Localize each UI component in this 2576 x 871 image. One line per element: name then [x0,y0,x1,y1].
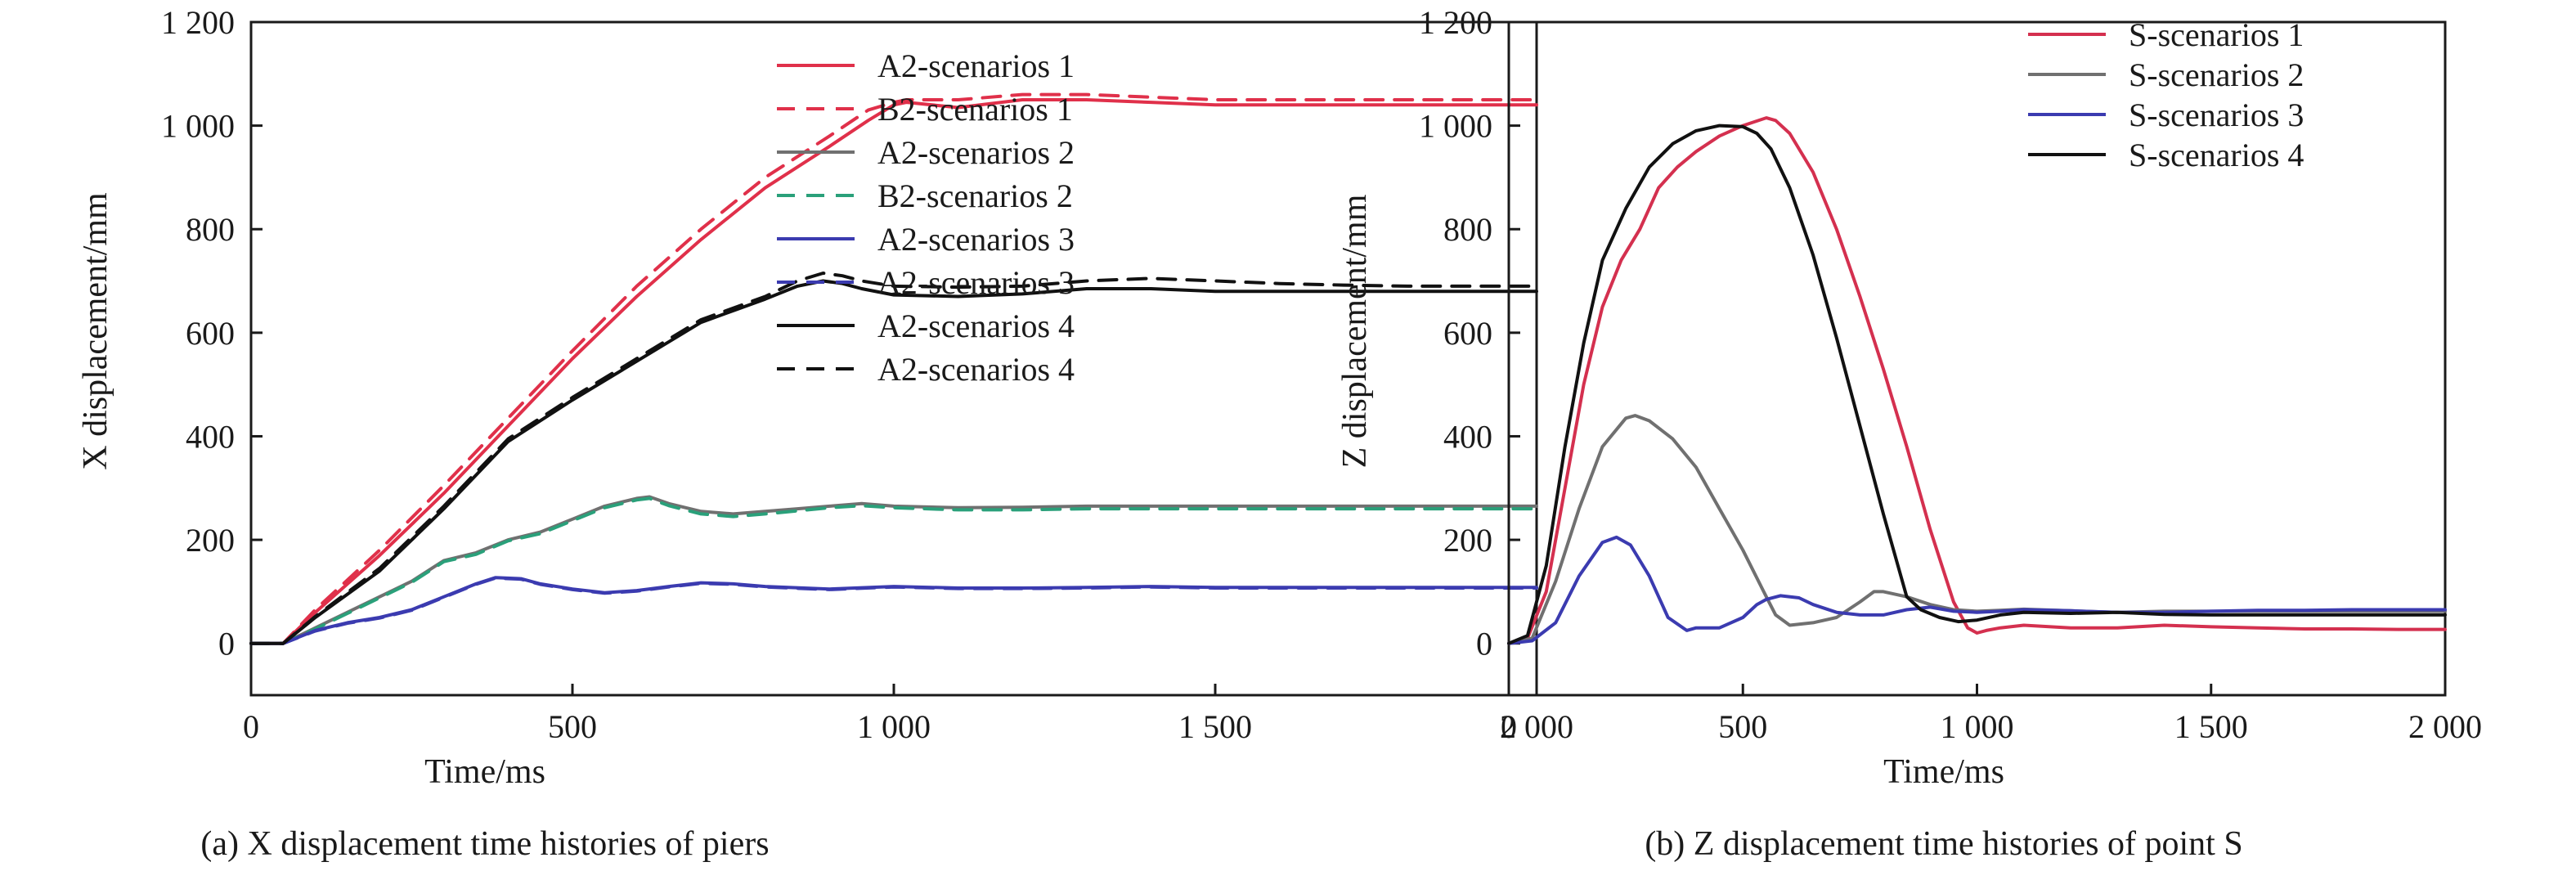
x-tick-label: 500 [548,708,597,745]
x-axis-title-b: Time/ms [1883,753,2004,791]
series-line-3 [249,495,1538,645]
series-layer-a [249,92,1538,645]
chart-x-displacement: X displacement/mm Time/ms (a) X displace… [77,4,1573,863]
y-tick-label: 200 [186,522,235,559]
y-tick-label: 400 [186,418,235,455]
series-line-1 [249,98,1538,645]
x-tick-label: 2 000 [1500,708,1573,745]
x-axis-title-a: Time/ms [424,753,545,791]
y-axis-title-a: X displacement/mm [77,192,114,470]
legend-label: A2-scenarios 3 [877,264,1075,301]
y-tick-label: 1 000 [161,108,235,145]
caption-a: (a) X displacement time histories of pie… [200,825,769,863]
y-tick-label: 800 [186,211,235,248]
x-tick-label: 1 000 [857,708,931,745]
legend-label: B2-scenarios 1 [877,91,1073,128]
y-tick-label: 1 200 [1419,4,1492,41]
x-tick-label: 500 [1718,708,1767,745]
y-tick-label: 400 [1443,418,1492,455]
legend-label: S-scenarios 4 [2129,137,2304,173]
y-tick-label: 800 [1443,211,1492,248]
legend-b: S-scenarios 1S-scenarios 2 S-scenarios 3 S… [2028,16,2304,173]
legend-a: A2-scenarios 1 B2-scenarios 1 A2-scenarios… [777,47,1075,388]
legend-label: A2-scenarios 3 [877,221,1075,258]
y-tick-label: 200 [1443,522,1492,559]
series-line-6 [249,576,1538,645]
chart-z-displacement: Z displacement/mm Time/ms (b) Z displace… [1336,4,2482,863]
legend-label: A2-scenarios 2 [877,134,1075,171]
legend-label: S-scenarios 2 [2129,56,2304,93]
legend-label: S-scenarios 1 [2129,16,2304,53]
series-line-2 [249,92,1538,645]
series-line-8 [249,272,1538,645]
y-axis-title-b: Z displacement/mm [1336,194,1374,468]
legend-label: A2-scenarios 4 [877,351,1075,388]
series-line-3 [1507,535,2447,645]
series-line-1 [1507,116,2447,645]
x-tick-label: 1 500 [2174,708,2248,745]
legend-label: S-scenarios 3 [2129,97,2304,133]
x-tick-label: 1 500 [1178,708,1252,745]
series-layer-b [1507,116,2447,645]
y-tick-label: 600 [186,315,235,352]
y-tick-label: 600 [1443,315,1492,352]
y-tick-label: 1 000 [1419,108,1492,145]
x-tick-label: 0 [243,708,259,745]
y-tick-label: 0 [1476,626,1492,662]
series-line-4 [249,496,1538,645]
x-tick-label: 1 000 [1941,708,2014,745]
x-tick-label: 2 000 [2408,708,2482,745]
legend-label: B2-scenarios 2 [877,177,1073,214]
x-tick-label: 0 [1501,708,1517,745]
plot-frame-b [1507,20,2447,697]
series-line-4 [1507,123,2447,645]
legend-label: A2-scenarios 1 [877,47,1075,84]
caption-b: (b) Z displacement time histories of poi… [1645,825,2242,863]
y-tick-label: 1 200 [161,4,235,41]
legend-label: A2-scenarios 4 [877,308,1075,344]
y-tick-label: 0 [218,626,235,662]
